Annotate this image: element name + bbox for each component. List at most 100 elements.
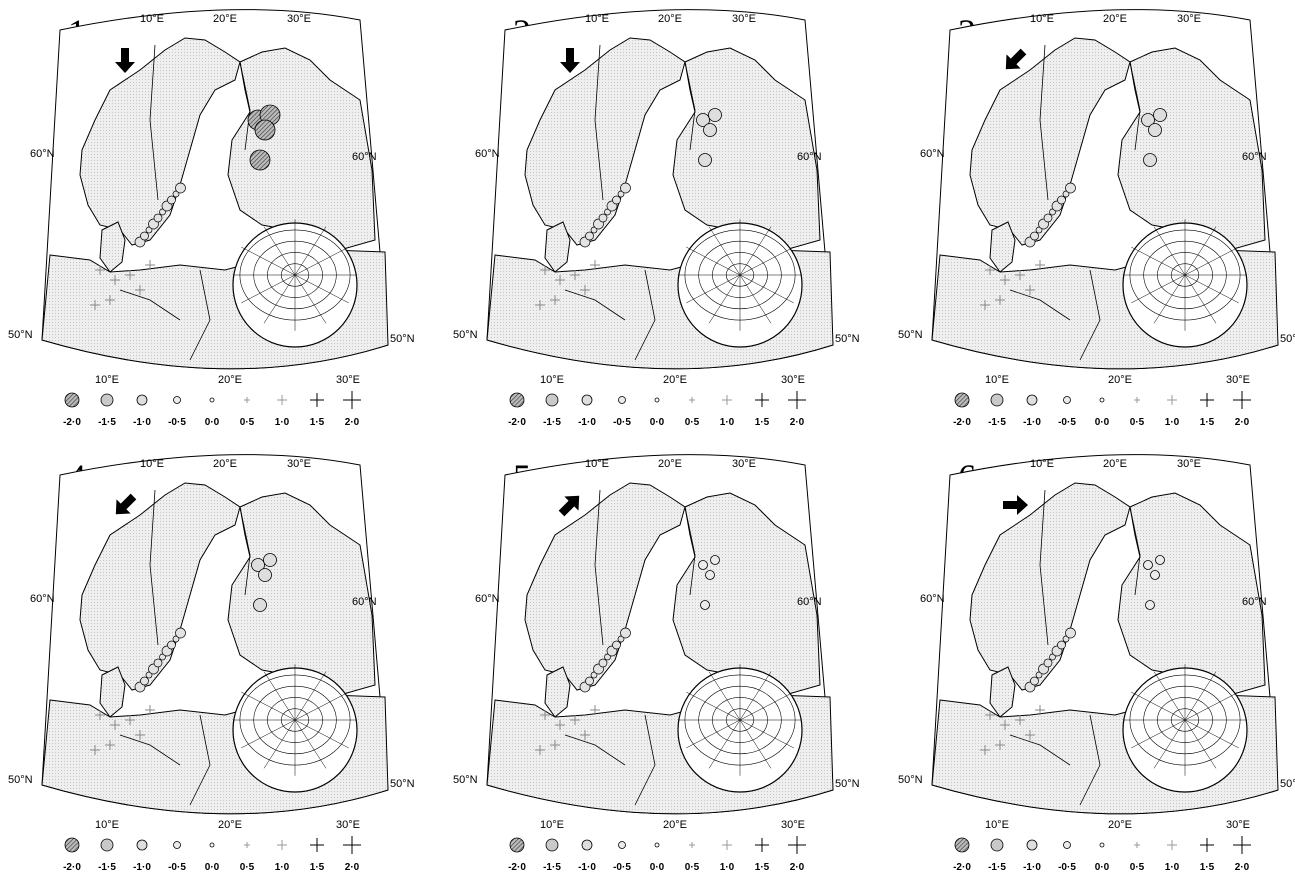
- legend-symbol: [722, 840, 732, 850]
- legend: -2·0 -1·5 -1·0 -0·5 0·0 0·5 1·0 1·5 2·0: [508, 836, 806, 873]
- legend-label: 1·5: [310, 417, 325, 428]
- station-circle: [1035, 226, 1043, 234]
- station-circle: [703, 123, 717, 137]
- station-circle: [253, 598, 267, 612]
- coordinate-label: 30°E: [336, 374, 360, 386]
- coordinate-label: 20°E: [663, 819, 687, 831]
- station-cross: [580, 730, 590, 740]
- legend-label: -1·0: [133, 417, 151, 428]
- station-circle: [249, 149, 271, 171]
- coordinate-label: 60°N: [352, 596, 377, 608]
- station-cross: [105, 740, 115, 750]
- station-cross: [95, 265, 105, 275]
- station-circle: [708, 108, 722, 122]
- station-circle: [698, 153, 712, 167]
- legend-label: -0·5: [168, 417, 186, 428]
- station-circle: [140, 231, 149, 241]
- coordinate-label: 60°N: [30, 148, 55, 160]
- coordinate-label: 30°E: [732, 13, 756, 25]
- legend-label: -0·5: [1058, 417, 1076, 428]
- legend-label: 0·5: [240, 862, 255, 873]
- station-circle: [1057, 195, 1066, 205]
- station-circle: [1057, 640, 1066, 650]
- legend-symbol: [209, 842, 215, 848]
- legend-symbol: [689, 842, 695, 848]
- denmark-land: [99, 666, 126, 718]
- station-circle: [263, 553, 277, 567]
- legend-symbol: [1167, 395, 1177, 405]
- coordinate-label: 20°E: [663, 374, 687, 386]
- coordinate-label: 30°E: [336, 819, 360, 831]
- station-cross: [580, 285, 590, 295]
- station-cross: [995, 740, 1005, 750]
- country-border: [149, 489, 159, 646]
- map-svg: 10°E 20°E 30°E 10°E 20°E 30°E 60°N 60°N 50°N 50°N…: [453, 9, 860, 428]
- coordinate-label: 10°E: [985, 819, 1009, 831]
- legend-symbol: [100, 838, 114, 852]
- station-cross: [555, 275, 565, 285]
- legend-label: -2·0: [953, 417, 971, 428]
- station-cross: [985, 710, 995, 720]
- country-border: [1129, 61, 1141, 151]
- country-border: [564, 289, 626, 321]
- station-circle: [1065, 627, 1076, 639]
- station-circle: [1150, 570, 1160, 580]
- legend-symbol: [1134, 397, 1140, 403]
- legend-label: 0·0: [1095, 862, 1110, 873]
- coordinate-label: 20°E: [1103, 13, 1127, 25]
- station-cross: [105, 295, 115, 305]
- legend-label: -1·5: [98, 862, 116, 873]
- coordinate-label: 50°N: [1280, 333, 1295, 345]
- station-cross: [1025, 285, 1035, 295]
- legend-label: -1·5: [543, 862, 561, 873]
- legend-symbol: [509, 837, 525, 853]
- legend-label: 0·0: [650, 417, 665, 428]
- legend-symbol: [136, 394, 148, 406]
- country-border: [594, 44, 604, 201]
- legend-symbol: [755, 393, 769, 407]
- station-cross: [1000, 720, 1010, 730]
- coordinate-label: 60°N: [797, 151, 822, 163]
- station-cross: [550, 295, 560, 305]
- coordinate-label: 10°E: [540, 374, 564, 386]
- coordinate-label: 20°E: [1108, 819, 1132, 831]
- coordinate-label: 50°N: [835, 333, 860, 345]
- station-cross: [110, 720, 120, 730]
- coordinate-label: 30°E: [732, 458, 756, 470]
- globe-inset: [1122, 664, 1248, 793]
- station-cross: [1035, 705, 1045, 715]
- station-circle: [159, 208, 166, 216]
- legend-symbol: [788, 836, 806, 854]
- legend-label: 1·0: [275, 417, 290, 428]
- station-circle: [1141, 113, 1155, 127]
- coordinate-label: 20°E: [658, 13, 682, 25]
- legend-label: 1·0: [1165, 862, 1180, 873]
- coordinate-label: 60°N: [30, 593, 55, 605]
- station-circle: [175, 182, 186, 194]
- station-cross: [125, 270, 135, 280]
- legend-label: 1·0: [1165, 417, 1180, 428]
- station-cross: [135, 285, 145, 295]
- legend-label: 1·5: [310, 862, 325, 873]
- coordinate-label: 20°E: [213, 13, 237, 25]
- country-border: [1129, 506, 1141, 596]
- coordinate-label: 50°N: [898, 329, 923, 341]
- station-cross: [985, 265, 995, 275]
- station-circle: [175, 627, 186, 639]
- map-panel-4: 4.10°E20°E30°E10°E20°E30°E60°N60°N50°N50…: [0, 445, 420, 885]
- legend-symbol: [136, 839, 148, 851]
- legend-label: 0·0: [650, 862, 665, 873]
- scandinavia-land: [524, 482, 686, 691]
- legend: -2·0 -1·5 -1·0 -0·5 0·0 0·5 1·0 1·5 2·0: [63, 391, 361, 428]
- coordinate-label: 50°N: [8, 329, 33, 341]
- station-circle: [254, 119, 276, 141]
- station-cross: [995, 295, 1005, 305]
- legend-symbol: [581, 839, 593, 851]
- legend-symbol: [788, 391, 806, 409]
- station-cross: [590, 260, 600, 270]
- country-border: [684, 506, 696, 596]
- station-circle: [710, 555, 720, 565]
- direction-arrow: [1003, 495, 1028, 515]
- legend-label: -1·0: [133, 862, 151, 873]
- direction-arrow: [115, 48, 135, 73]
